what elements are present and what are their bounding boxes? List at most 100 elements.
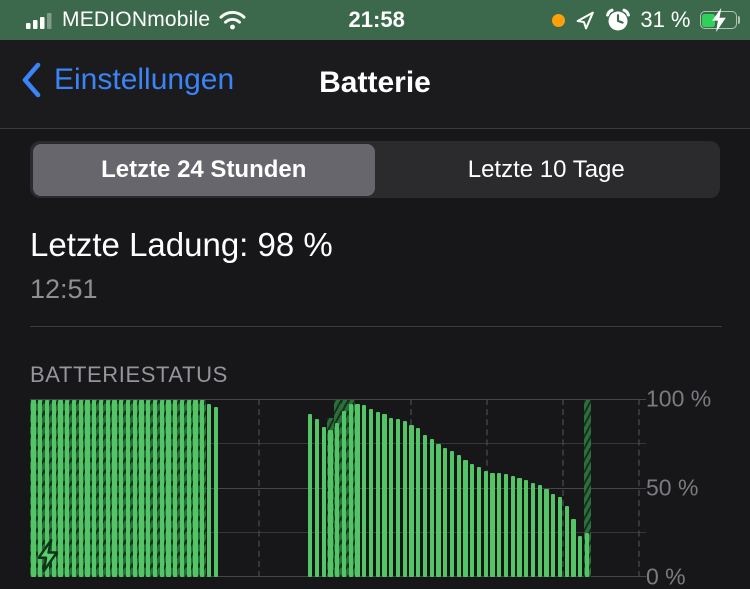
battery-level-bar — [31, 400, 36, 577]
time-range-segmented-control: Letzte 24 Stunden Letzte 10 Tage — [30, 141, 720, 198]
battery-level-bar — [321, 426, 326, 577]
battery-level-bar — [355, 403, 360, 577]
battery-level-bar — [200, 400, 205, 577]
battery-level-bar — [544, 488, 549, 577]
back-button[interactable]: Einstellungen — [20, 62, 234, 98]
battery-level-bar — [557, 497, 563, 577]
back-chevron-icon — [22, 62, 41, 98]
page-title: Batterie — [319, 66, 431, 99]
battery-level-bar — [206, 403, 212, 577]
battery-level-bar — [497, 472, 502, 577]
battery-level-bar — [193, 400, 198, 577]
chart-gridline-h-100 — [30, 399, 646, 400]
battery-level-bar — [335, 423, 340, 577]
status-bar-right: 31 % — [552, 0, 740, 40]
chart-gridline-v — [562, 399, 564, 577]
battery-level-bar — [341, 410, 347, 577]
status-bar-clock: 21:58 — [348, 7, 405, 32]
battery-level-bar — [429, 438, 434, 577]
microphone-indicator-dot — [552, 13, 566, 27]
section-divider — [30, 326, 722, 327]
battery-level-bar — [58, 400, 63, 577]
battery-level-bar — [409, 424, 414, 577]
battery-level-bar — [166, 400, 171, 577]
battery-level-bar — [132, 400, 137, 577]
battery-level-bar — [517, 477, 522, 577]
location-services-icon — [576, 11, 595, 29]
y-tick-100: 100 % — [646, 385, 712, 412]
battery-level-bar — [179, 400, 185, 577]
battery-level-chart — [30, 399, 646, 577]
cellular-signal-icon — [26, 12, 52, 29]
nav-bar: Einstellungen Batterie — [0, 40, 750, 129]
battery-level-bar — [112, 400, 117, 577]
battery-level-bar — [449, 451, 455, 577]
battery-level-bar — [503, 474, 509, 577]
battery-level-bar — [368, 408, 374, 577]
battery-level-bar — [139, 400, 144, 577]
battery-level-bar — [584, 532, 590, 577]
battery-level-bar — [524, 479, 529, 577]
battery-level-bar — [186, 400, 191, 577]
last-charge-time: 12:51 — [30, 274, 98, 304]
chart-y-axis-labels: 100 % 50 % 0 % — [646, 386, 746, 589]
battery-level-bar — [389, 417, 394, 577]
battery-level-bar — [470, 463, 475, 577]
segment-last-10-days[interactable]: Letzte 10 Tage — [467, 155, 625, 183]
charging-hatch-bar — [583, 400, 592, 577]
back-button-label: Einstellungen — [54, 63, 235, 96]
last-charge-title: Letzte Ladung: 98 % — [30, 226, 333, 263]
battery-level-bar — [362, 405, 367, 577]
battery-level-bar — [308, 414, 313, 577]
battery-level-bar — [490, 472, 495, 577]
y-tick-0: 0 % — [646, 563, 686, 589]
segment-last-24-hours[interactable]: Letzte 24 Stunden — [32, 143, 375, 196]
battery-level-bar — [463, 460, 468, 577]
chart-title: BATTERIESTATUS — [30, 362, 228, 387]
battery-level-bar — [314, 419, 320, 577]
battery-level-bar — [375, 412, 380, 577]
charging-bolt-icon — [37, 538, 59, 573]
battery-level-bar — [125, 400, 131, 577]
battery-level-bar — [328, 430, 333, 577]
battery-level-bar — [443, 447, 448, 577]
battery-level-bar — [530, 483, 536, 577]
battery-level-bar — [564, 506, 569, 577]
battery-level-bar — [78, 400, 83, 577]
battery-level-bar — [551, 493, 556, 577]
battery-level-bar — [159, 400, 164, 577]
battery-level-bar — [571, 518, 576, 577]
carrier-label: MEDIONmobile — [62, 8, 211, 31]
battery-level-bar — [416, 428, 421, 577]
battery-percent-label: 31 % — [640, 7, 691, 32]
battery-level-bar — [510, 476, 515, 577]
battery-level-bar — [38, 400, 43, 577]
battery-level-bar — [382, 414, 387, 577]
battery-level-bar — [436, 444, 441, 577]
battery-charging-icon — [699, 8, 740, 32]
battery-level-bar — [152, 400, 158, 577]
charging-bolt-glyph — [711, 8, 726, 32]
battery-level-bar — [476, 467, 482, 577]
battery-level-bar — [146, 400, 151, 577]
battery-level-bar — [402, 421, 407, 577]
battery-level-bar — [105, 400, 110, 577]
battery-level-bar — [71, 400, 77, 577]
battery-level-bar — [483, 470, 488, 577]
status-bar: MEDIONmobile 21:58 31 % — [0, 0, 750, 40]
battery-level-bar — [119, 400, 124, 577]
chart-gridline-v — [258, 399, 260, 577]
battery-level-bar — [44, 400, 50, 577]
y-tick-50: 50 % — [646, 474, 699, 501]
alarm-clock-icon — [606, 8, 631, 31]
battery-level-bar — [173, 400, 178, 577]
battery-level-bar — [395, 419, 401, 577]
battery-level-bar — [98, 400, 104, 577]
chart-gridline-v — [638, 399, 640, 577]
battery-level-bar — [348, 403, 353, 577]
battery-level-bar — [92, 400, 97, 577]
status-bar-left: MEDIONmobile — [26, 0, 246, 40]
battery-level-bar — [85, 400, 90, 577]
battery-level-bar — [51, 400, 56, 577]
